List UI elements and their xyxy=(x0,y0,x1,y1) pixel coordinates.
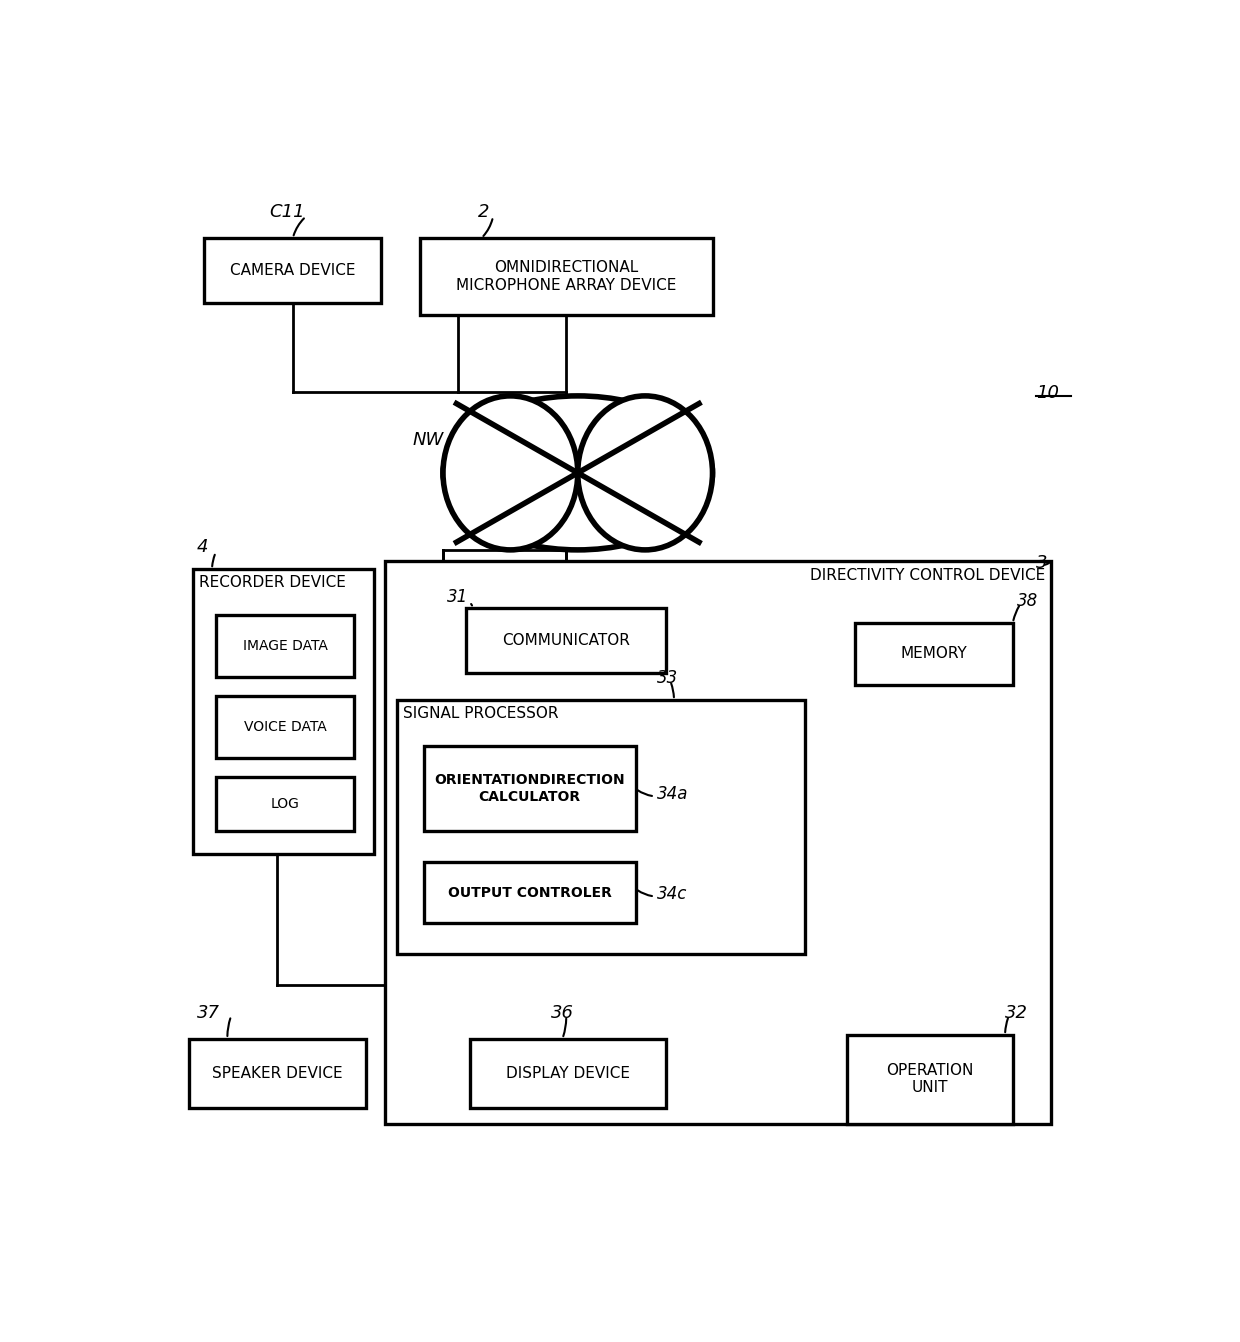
Ellipse shape xyxy=(443,396,578,550)
Bar xyxy=(216,696,355,758)
Text: 38: 38 xyxy=(1017,592,1038,611)
Text: MEMORY: MEMORY xyxy=(900,647,967,662)
Bar xyxy=(192,569,373,854)
Text: OPERATION
UNIT: OPERATION UNIT xyxy=(887,1063,973,1095)
Text: NW: NW xyxy=(412,431,444,448)
Text: 37: 37 xyxy=(197,1004,219,1023)
Bar xyxy=(216,616,355,676)
Bar xyxy=(420,238,713,315)
Text: 31: 31 xyxy=(446,588,467,607)
Text: C11: C11 xyxy=(270,204,305,221)
Text: 33: 33 xyxy=(657,670,678,687)
Text: 2: 2 xyxy=(477,204,489,221)
Text: LOG: LOG xyxy=(270,797,300,811)
Text: OUTPUT CONTROLER: OUTPUT CONTROLER xyxy=(448,886,611,899)
Text: VOICE DATA: VOICE DATA xyxy=(244,721,326,734)
Text: 4: 4 xyxy=(197,538,208,557)
Text: 34c: 34c xyxy=(657,884,687,903)
Bar xyxy=(188,1039,366,1108)
Text: CAMERA DEVICE: CAMERA DEVICE xyxy=(231,263,356,278)
Bar xyxy=(216,777,355,831)
Bar xyxy=(424,862,635,923)
Text: SPEAKER DEVICE: SPEAKER DEVICE xyxy=(212,1066,342,1082)
Text: DISPLAY DEVICE: DISPLAY DEVICE xyxy=(506,1066,630,1082)
Bar xyxy=(854,623,1013,684)
Bar xyxy=(386,561,1052,1123)
Text: SIGNAL PROCESSOR: SIGNAL PROCESSOR xyxy=(403,706,558,721)
Text: 3: 3 xyxy=(1035,554,1048,572)
Text: OMNIDIRECTIONAL
MICROPHONE ARRAY DEVICE: OMNIDIRECTIONAL MICROPHONE ARRAY DEVICE xyxy=(456,260,676,293)
Text: IMAGE DATA: IMAGE DATA xyxy=(243,639,327,654)
Text: 32: 32 xyxy=(1006,1004,1028,1023)
Bar xyxy=(397,701,805,954)
Ellipse shape xyxy=(443,396,713,550)
Bar xyxy=(205,238,382,303)
Bar xyxy=(466,608,666,674)
Text: ORIENTATIONDIRECTION
CALCULATOR: ORIENTATIONDIRECTION CALCULATOR xyxy=(434,773,625,804)
Text: RECORDER DEVICE: RECORDER DEVICE xyxy=(198,576,346,590)
Ellipse shape xyxy=(578,396,713,550)
Bar xyxy=(847,1035,1013,1123)
Text: 36: 36 xyxy=(551,1004,574,1023)
Bar xyxy=(424,746,635,831)
Bar xyxy=(470,1039,666,1108)
Text: 10: 10 xyxy=(1035,384,1059,403)
Text: 34a: 34a xyxy=(657,785,688,803)
Text: DIRECTIVITY CONTROL DEVICE: DIRECTIVITY CONTROL DEVICE xyxy=(810,568,1045,582)
Text: COMMUNICATOR: COMMUNICATOR xyxy=(502,633,630,648)
